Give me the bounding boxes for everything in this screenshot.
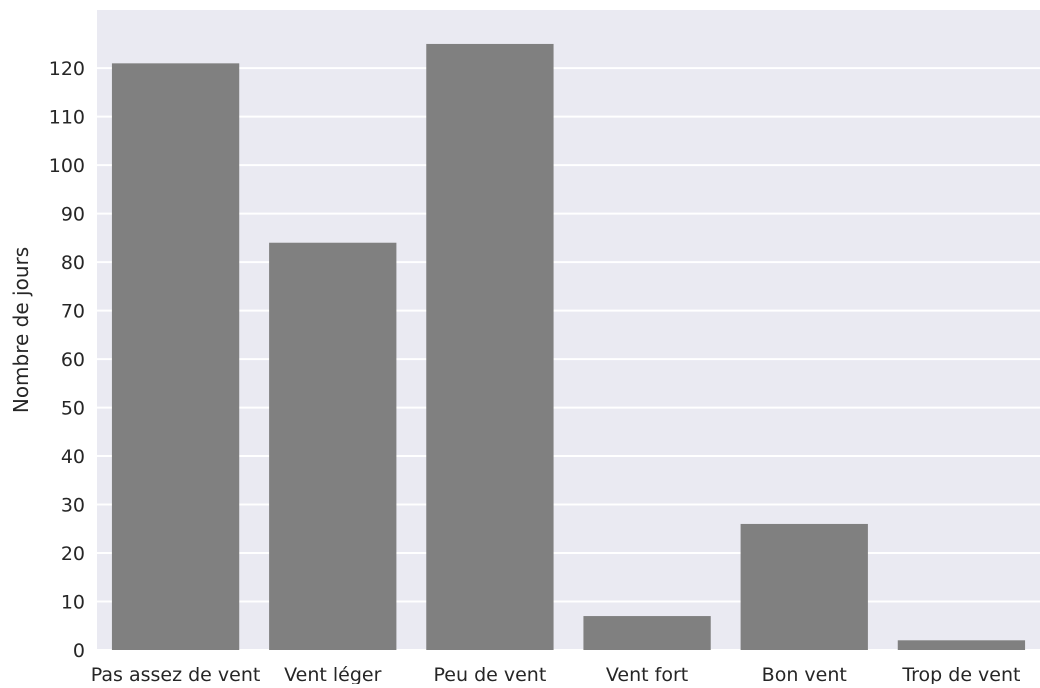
bar [426, 43, 554, 650]
x-tick-label: Peu de vent [434, 664, 547, 684]
x-tick-label: Trop de vent [901, 664, 1020, 684]
y-tick-label: 60 [61, 349, 85, 371]
bar [740, 523, 868, 650]
y-tick-label: 50 [61, 398, 85, 420]
y-tick-label: 80 [61, 252, 85, 274]
y-tick-label: 0 [73, 640, 85, 662]
x-axis-ticks: Pas assez de vent Vent léger Peu de vent Ve… [91, 664, 1021, 686]
x-tick-label: Vent fort [606, 664, 688, 684]
y-tick-label: 30 [61, 495, 85, 517]
bar [111, 63, 240, 651]
y-tick-label: 70 [61, 301, 85, 323]
y-axis-ticks: 0 10 20 30 40 50 60 70 80 90 100 110 120 [49, 58, 85, 662]
x-tick-label: Pas assez de vent [91, 664, 261, 684]
y-tick-label: 110 [49, 107, 85, 129]
y-tick-label: 120 [49, 58, 85, 80]
bar [897, 640, 1026, 650]
bars [111, 43, 1026, 651]
bar [583, 616, 711, 650]
x-tick-label: Vent léger [284, 664, 381, 684]
x-tick-label: Bon vent [762, 664, 847, 684]
y-axis-label: Nombre de jours [9, 247, 33, 413]
y-tick-label: 10 [61, 592, 85, 614]
y-tick-label: 90 [61, 204, 85, 226]
y-tick-label: 40 [61, 446, 85, 468]
y-tick-label: 20 [61, 543, 85, 565]
bar [269, 242, 397, 650]
gridlines [97, 67, 1040, 651]
y-tick-label: 100 [49, 155, 85, 177]
